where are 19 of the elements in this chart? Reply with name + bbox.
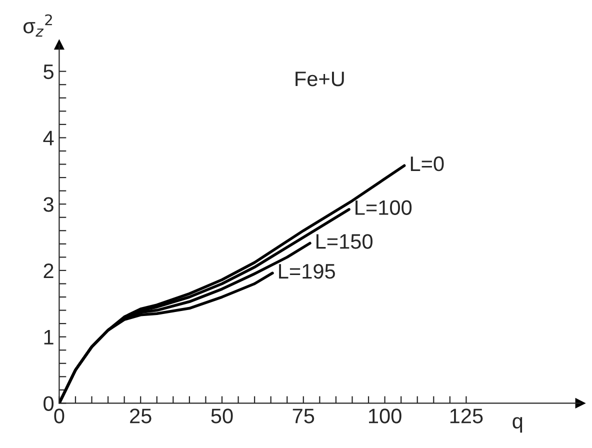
x-tick-label: 125 — [450, 408, 483, 424]
text: Fe+U — [296, 72, 344, 86]
x-axis-title: q — [512, 417, 522, 433]
series-label: L=0 — [410, 156, 444, 172]
y-tick-label: 1 — [44, 330, 54, 344]
y-tick-label: 3 — [44, 197, 54, 212]
x-tick-label: 75 — [292, 408, 314, 424]
series-label: L=100 — [356, 200, 412, 215]
y-tick-label: 0 — [44, 396, 54, 411]
series-label: L=195 — [279, 264, 335, 279]
x-tick-label: 100 — [369, 408, 402, 424]
y-tick-label: 2 — [44, 263, 54, 278]
y-axis-title: σ$_{z}$$^{2}$ — [24, 14, 52, 37]
y-tick-label: 4 — [43, 130, 54, 146]
series-label: L=150 — [316, 234, 372, 249]
x-tick-label: 0 — [54, 408, 64, 424]
x-tick-label: 50 — [211, 408, 233, 424]
y-tick-label: 5 — [44, 64, 54, 80]
x-tick-label: 25 — [130, 408, 152, 424]
